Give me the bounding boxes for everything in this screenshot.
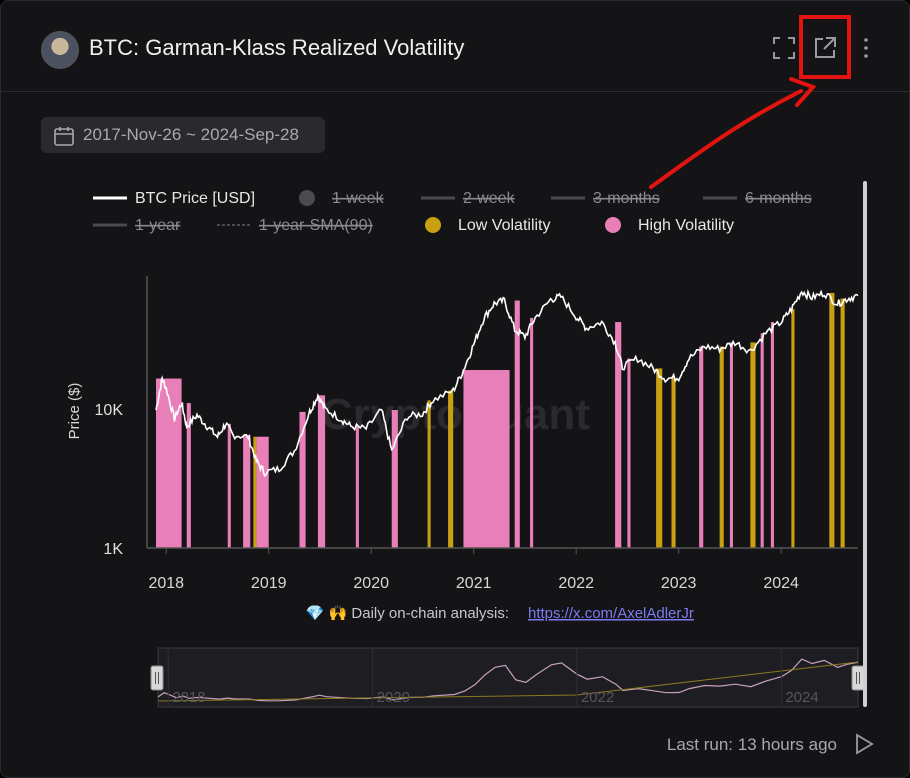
low-volatility-band xyxy=(253,436,257,548)
navigator-frame xyxy=(157,647,859,708)
legend-item-1-year[interactable]: 1-year xyxy=(93,217,181,234)
legend-item-2-week[interactable]: 2-week xyxy=(421,190,516,207)
navigator-tick-label: 2018 xyxy=(172,689,205,706)
legend-swatch xyxy=(299,190,315,206)
high-volatility-band xyxy=(770,322,774,548)
low-volatility-band xyxy=(656,368,663,548)
high-volatility-band xyxy=(227,423,231,548)
calendar-icon xyxy=(54,127,74,146)
legend-label: 1-year-SMA(90) xyxy=(259,217,373,234)
legend-item-high-volatility[interactable]: High Volatility xyxy=(605,217,734,234)
date-range-button[interactable]: 2017-Nov-26 ~ 2024-Sep-28 xyxy=(41,117,325,153)
high-volatility-band xyxy=(391,410,398,548)
low-volatility-band xyxy=(840,298,845,548)
low-volatility-band xyxy=(750,342,756,548)
x-tick-label: 2023 xyxy=(661,575,697,592)
x-tick-label: 2020 xyxy=(353,575,389,592)
high-volatility-band xyxy=(299,411,306,548)
high-volatility-band xyxy=(699,346,704,548)
navigator-right-handle[interactable] xyxy=(851,665,865,691)
legend-label: 1-week xyxy=(332,190,385,207)
legend-item-1-year-sma-90-[interactable]: 1-year-SMA(90) xyxy=(217,217,373,234)
legend-label: 2-week xyxy=(463,190,516,207)
low-volatility-band xyxy=(448,390,454,548)
high-volatility-band xyxy=(729,342,733,548)
more-vertical-icon[interactable] xyxy=(856,35,876,61)
author-avatar xyxy=(41,31,79,69)
low-volatility-band xyxy=(719,346,724,548)
volatility-chart: BTC Price [USD] 1-week 2-week 3-months 6-mon… xyxy=(66,181,867,708)
y-tick-label: 10K xyxy=(95,402,124,419)
navigator-tick-label: 2020 xyxy=(377,689,410,706)
legend-label: 6-months xyxy=(745,190,812,207)
legend-item-3-months[interactable]: 3-months xyxy=(551,190,660,207)
legend-label: 1-year xyxy=(135,217,181,234)
btc-price-line xyxy=(155,288,859,478)
navigator-tick-label: 2022 xyxy=(581,689,614,706)
low-volatility-band xyxy=(791,309,795,548)
y-axis-label: Price ($) xyxy=(66,383,83,440)
legend-label: High Volatility xyxy=(638,217,734,234)
navigator-left-handle[interactable] xyxy=(150,665,164,691)
legend-item-1-week[interactable]: 1-week xyxy=(299,190,385,207)
date-range-label: 2017-Nov-26 ~ 2024-Sep-28 xyxy=(83,125,299,144)
low-volatility-band xyxy=(427,400,431,548)
high-volatility-band xyxy=(760,333,764,548)
attribution-prefix: 💎 🙌 Daily on-chain analysis: xyxy=(306,604,509,622)
high-volatility-band xyxy=(186,403,191,548)
fullscreen-icon[interactable] xyxy=(771,35,797,61)
legend-label: BTC Price [USD] xyxy=(135,190,255,207)
handle-body xyxy=(851,665,865,691)
low-volatility-band xyxy=(671,377,676,548)
high-volatility-band xyxy=(256,436,269,548)
high-volatility-band xyxy=(627,358,631,548)
x-tick-label: 2018 xyxy=(148,575,184,592)
high-volatility-band xyxy=(317,395,326,548)
high-volatility-band xyxy=(514,300,520,548)
handle-body xyxy=(150,665,164,691)
high-volatility-band xyxy=(243,434,251,548)
volatility-bands xyxy=(156,292,845,548)
navigator-price-line xyxy=(157,658,859,702)
play-icon[interactable] xyxy=(853,732,875,756)
legend-item-6-months[interactable]: 6-months xyxy=(703,190,812,207)
legend-swatch xyxy=(425,217,441,233)
x-tick-label: 2021 xyxy=(456,575,492,592)
legend-label: 3-months xyxy=(593,190,660,207)
x-tick-label: 2022 xyxy=(558,575,594,592)
x-tick-label: 2019 xyxy=(251,575,287,592)
last-run-status: Last run: 13 hours ago xyxy=(666,735,837,754)
chart-axes: 1K 10K 2018 2019 2020 2021 2022 2023 2024 xyxy=(95,276,858,592)
chart-scrollbar[interactable] xyxy=(863,181,867,707)
legend-item-btc-price-usd-[interactable]: BTC Price [USD] xyxy=(93,190,255,207)
attribution-link[interactable]: https://x.com/AxelAdlerJr xyxy=(528,605,694,622)
legend-item-low-volatility[interactable]: Low Volatility xyxy=(425,217,551,234)
high-volatility-band xyxy=(355,426,359,548)
y-tick-label: 1K xyxy=(103,541,123,558)
card-header: BTC: Garman-Klass Realized Volatility xyxy=(1,1,909,92)
x-tick-label: 2024 xyxy=(763,575,799,592)
high-volatility-band xyxy=(463,370,510,548)
range-navigator[interactable]: 2018 2020 2022 2024 xyxy=(150,647,865,708)
legend-label: Low Volatility xyxy=(458,217,551,234)
low-volatility-band xyxy=(829,292,835,548)
watermark: CryptoQuant xyxy=(321,390,590,439)
high-volatility-band xyxy=(156,378,182,548)
navigator-tick-label: 2024 xyxy=(785,689,818,706)
high-volatility-band xyxy=(615,322,622,548)
high-volatility-band xyxy=(530,317,534,548)
chart-title: BTC: Garman-Klass Realized Volatility xyxy=(89,35,465,60)
legend-swatch xyxy=(605,217,621,233)
chart-legend: BTC Price [USD] 1-week 2-week 3-months 6-mon… xyxy=(93,190,812,234)
